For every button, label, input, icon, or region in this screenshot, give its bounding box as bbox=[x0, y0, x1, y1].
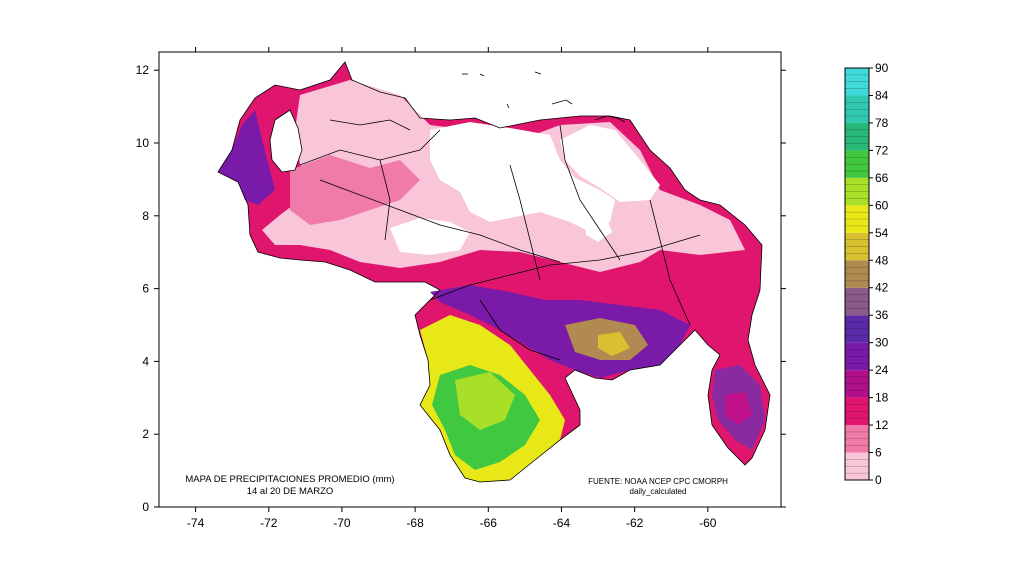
x-tick-label: -70 bbox=[333, 516, 351, 530]
y-axis: 0 2 4 6 8 10 12 bbox=[136, 52, 786, 514]
colorbar-label: 84 bbox=[875, 88, 889, 102]
y-tick-label: 2 bbox=[142, 427, 149, 441]
y-tick-label: 8 bbox=[142, 209, 149, 223]
colorbar-segment bbox=[845, 342, 869, 371]
pink-band bbox=[290, 155, 420, 225]
x-tick-label: -64 bbox=[553, 516, 571, 530]
colorbar-label: 36 bbox=[875, 308, 889, 322]
x-tick-label: -60 bbox=[699, 516, 717, 530]
y-tick-label: 4 bbox=[142, 354, 149, 368]
colorbar-label: 18 bbox=[875, 391, 889, 405]
map-title-line2: 14 al 20 DE MARZO bbox=[247, 486, 334, 497]
x-tick-label: -72 bbox=[260, 516, 278, 530]
colorbar-label: 0 bbox=[875, 473, 882, 487]
colorbar-label: 42 bbox=[875, 281, 889, 295]
x-tick-label: -62 bbox=[626, 516, 644, 530]
colorbar-label: 54 bbox=[875, 226, 889, 240]
colorbar-segment bbox=[845, 397, 869, 426]
colorbar-segment bbox=[845, 287, 869, 316]
colorbar-segment bbox=[845, 260, 869, 288]
colorbar-segment bbox=[845, 452, 869, 480]
colorbar-segment bbox=[845, 315, 869, 343]
colorbar-segment bbox=[845, 232, 869, 261]
colorbar-label: 66 bbox=[875, 171, 889, 185]
colorbar-label: 30 bbox=[875, 336, 889, 350]
colorbar-label: 48 bbox=[875, 253, 889, 267]
colorbar-label: 24 bbox=[875, 363, 889, 377]
colorbar-segment bbox=[845, 150, 869, 178]
islands bbox=[462, 71, 626, 123]
white-region-east bbox=[560, 125, 660, 202]
y-tick-label: 12 bbox=[136, 63, 150, 77]
x-axis: -74 -72 -70 -68 -66 -64 -62 -60 bbox=[159, 47, 781, 530]
colorbar-label: 72 bbox=[875, 143, 889, 157]
colorbar: 0 6 12 18 24 30 36 42 48 54 60 66 72 78 84 90 bbox=[844, 61, 889, 487]
colorbar-segment bbox=[845, 370, 869, 398]
purple-region-nw bbox=[218, 110, 275, 205]
colorbar-segment bbox=[845, 68, 869, 96]
white-spot-east bbox=[585, 215, 612, 242]
colorbar-segment bbox=[845, 177, 869, 206]
colorbar-segment bbox=[845, 122, 869, 151]
colorbar-label: 6 bbox=[875, 446, 882, 460]
colorbar-label: 12 bbox=[875, 418, 889, 432]
y-tick-label: 10 bbox=[136, 136, 150, 150]
state-boundaries bbox=[217, 61, 771, 483]
colorbar-label: 78 bbox=[875, 116, 889, 130]
source-line2: daily_calculated bbox=[630, 487, 687, 496]
precipitation-map bbox=[218, 62, 770, 482]
lake-maracaibo bbox=[269, 109, 303, 173]
yellow-spot-bolivar bbox=[598, 332, 630, 356]
x-tick-label: -66 bbox=[480, 516, 498, 530]
map-title-line1: MAPA DE PRECIPITACIONES PROMEDIO (mm) bbox=[185, 474, 394, 485]
colorbar-label: 90 bbox=[875, 61, 889, 75]
magenta-spot-se bbox=[725, 392, 752, 425]
colorbar-segment bbox=[845, 425, 869, 453]
lightgreen-region bbox=[455, 372, 515, 430]
source-line1: FUENTE: NOAA NCEP CPC CMORPH bbox=[588, 477, 728, 486]
colorbar-segment bbox=[845, 205, 869, 233]
y-tick-label: 6 bbox=[142, 282, 149, 296]
colorbar-label: 60 bbox=[875, 198, 889, 212]
colorbar-segment bbox=[845, 95, 869, 123]
x-tick-label: -74 bbox=[187, 516, 205, 530]
x-tick-label: -68 bbox=[406, 516, 424, 530]
white-region-north bbox=[430, 122, 615, 232]
y-tick-label: 0 bbox=[142, 500, 149, 514]
